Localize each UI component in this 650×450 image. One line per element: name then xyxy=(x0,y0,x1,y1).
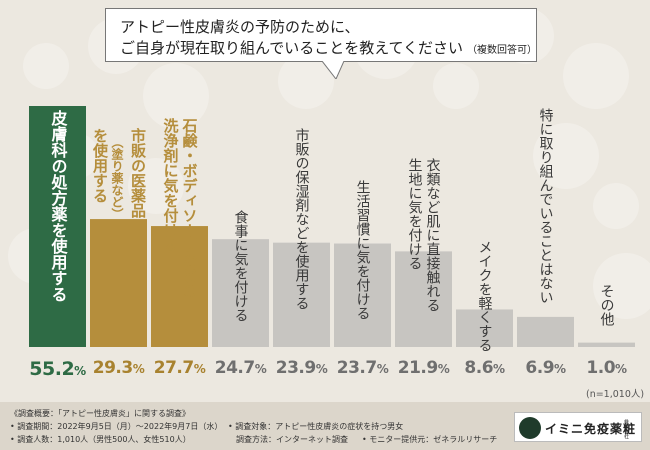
category-label-7-line-2: 生地に気を付ける xyxy=(406,158,423,270)
survey-people: • 調査人数：1,010人（男性500人、女性510人） xyxy=(10,435,191,444)
sample-size-note: (n=1,010人) xyxy=(586,389,645,400)
pattern-dot xyxy=(128,158,184,214)
title-line-1: アトピー性皮膚炎の予防のために、 xyxy=(120,18,360,36)
percent-unit: % xyxy=(615,362,627,376)
percent-value: 8.6 xyxy=(464,358,494,378)
percent-value: 24.7 xyxy=(214,358,255,378)
percent-value: 23.9 xyxy=(275,358,316,378)
logo-small-text: 株式会社 xyxy=(623,419,629,439)
category-label-2-line-3: を使用する xyxy=(91,128,109,203)
percent-value: 27.7 xyxy=(153,358,194,378)
bar-8 xyxy=(456,309,513,347)
percent-label-9: 6.9% xyxy=(516,358,576,378)
bar-3 xyxy=(151,226,208,347)
bar-1 xyxy=(29,106,86,347)
percent-label-5: 23.9% xyxy=(272,358,332,378)
percent-label-7: 21.9% xyxy=(394,358,454,378)
percent-unit: % xyxy=(376,362,389,376)
percent-label-10: 1.0% xyxy=(577,358,637,378)
category-label-3-line-1: 石鹸・ボディソープなどの xyxy=(180,118,199,298)
category-label-2-line-2: （塗り薬など） xyxy=(110,136,124,220)
category-label-4: 食事に気を付ける xyxy=(232,210,249,322)
percent-unit: % xyxy=(254,362,267,376)
pattern-dot xyxy=(433,63,479,109)
percent-unit: % xyxy=(132,362,145,376)
title-box: アトピー性皮膚炎の予防のために、 ご自身が現在取り組んでいることを教えてください… xyxy=(105,8,537,62)
title-line-2-text: ご自身が現在取り組んでいることを教えてください xyxy=(120,39,464,57)
pattern-dot xyxy=(143,63,209,129)
pattern-dot xyxy=(23,43,69,89)
percent-label-8: 8.6% xyxy=(455,358,515,378)
survey-overview: 《調査概要：「アトピー性皮膚炎」に関する調査》 xyxy=(10,409,190,418)
percent-unit: % xyxy=(74,364,86,378)
percent-unit: % xyxy=(315,362,328,376)
percent-label-6: 23.7% xyxy=(333,358,393,378)
category-label-1: 皮膚科の処方薬を使用する xyxy=(48,110,68,302)
logo-mark-icon xyxy=(519,417,541,439)
category-label-7-line-1: 衣類など肌に直接触れる xyxy=(424,158,441,312)
percent-value: 55.2 xyxy=(29,358,75,380)
percent-value: 1.0 xyxy=(586,358,616,378)
bar-5 xyxy=(273,242,330,347)
survey-method: 調査方法：インターネット調査 xyxy=(236,435,348,444)
survey-period: • 調査期間：2022年9月5日（月）～2022年9月7日（水） xyxy=(10,422,223,431)
logo-name: イミニ免疫薬粧 xyxy=(545,422,637,436)
percent-value: 29.3 xyxy=(92,358,133,378)
percent-unit: % xyxy=(493,362,505,376)
category-label-9: 特に取り組んでいることはない xyxy=(537,108,554,304)
percent-unit: % xyxy=(193,362,206,376)
bar-2 xyxy=(90,219,147,347)
survey-target: • 調査対象：アトピー性皮膚炎の症状を持つ男女 xyxy=(228,422,404,431)
percent-label-3: 27.7% xyxy=(150,358,210,378)
title-line-2: ご自身が現在取り組んでいることを教えてください （複数回答可） xyxy=(120,37,537,58)
pattern-dot xyxy=(533,123,599,189)
percent-label-1: 55.2% xyxy=(28,358,88,380)
bar-7 xyxy=(395,251,452,347)
company-logo: イミニ免疫薬粧 株式会社 xyxy=(514,412,642,442)
speech-bubble-tail xyxy=(322,61,344,79)
category-label-5: 市販の保湿剤などを使用する xyxy=(293,128,310,310)
percent-unit: % xyxy=(437,362,450,376)
percent-label-4: 24.7% xyxy=(211,358,271,378)
bar-4 xyxy=(212,239,269,347)
bar-9 xyxy=(517,316,574,347)
pattern-dot xyxy=(563,43,629,109)
percent-label-2: 29.3% xyxy=(89,358,149,378)
bar-6 xyxy=(334,243,391,347)
percent-unit: % xyxy=(554,362,566,376)
category-label-6: 生活習慣に気を付ける xyxy=(354,180,371,320)
percent-value: 21.9 xyxy=(397,358,438,378)
category-label-8: メイクを軽くする xyxy=(476,240,493,352)
percent-value: 6.9 xyxy=(525,358,555,378)
pattern-dot xyxy=(593,253,650,319)
percent-value: 23.7 xyxy=(336,358,377,378)
pattern-dot xyxy=(593,183,639,229)
bar-10 xyxy=(578,342,635,347)
category-label-10: その他 xyxy=(598,284,615,326)
title-subtitle: （複数回答可） xyxy=(467,45,538,56)
survey-provider: • モニター提供元：ゼネラルリサーチ xyxy=(362,435,498,444)
category-label-2-line-1: 市販の医薬品 xyxy=(129,128,147,218)
category-label-3-line-2: 洗浄剤に気を付ける xyxy=(161,118,180,253)
